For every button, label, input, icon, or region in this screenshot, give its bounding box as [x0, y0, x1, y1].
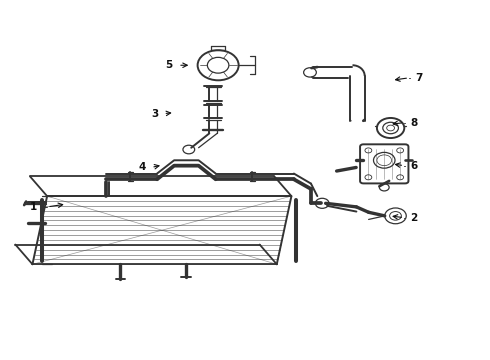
Text: 6: 6	[410, 161, 417, 171]
Text: 8: 8	[410, 118, 417, 128]
Text: 7: 7	[415, 73, 422, 83]
Text: 3: 3	[151, 109, 158, 119]
Text: 1: 1	[30, 202, 38, 212]
Text: 4: 4	[139, 162, 146, 172]
Text: 5: 5	[166, 60, 173, 70]
Text: 2: 2	[410, 213, 417, 222]
